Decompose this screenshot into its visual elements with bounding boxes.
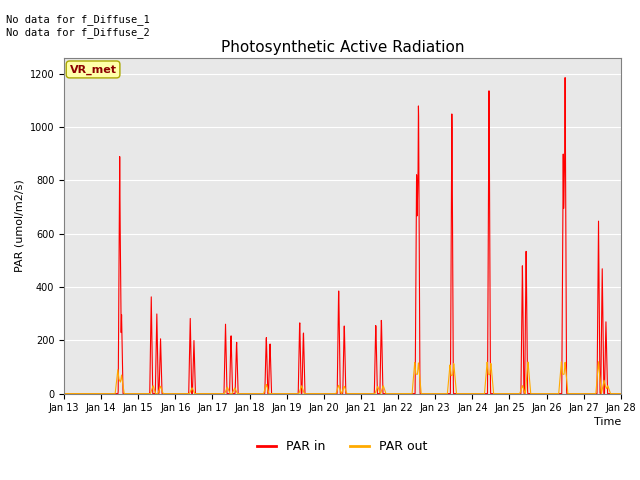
X-axis label: Time: Time bbox=[593, 417, 621, 427]
Text: No data for f_Diffuse_1
No data for f_Diffuse_2: No data for f_Diffuse_1 No data for f_Di… bbox=[6, 14, 150, 38]
Title: Photosynthetic Active Radiation: Photosynthetic Active Radiation bbox=[221, 40, 464, 55]
Text: VR_met: VR_met bbox=[70, 64, 116, 74]
Legend: PAR in, PAR out: PAR in, PAR out bbox=[252, 435, 433, 458]
Y-axis label: PAR (umol/m2/s): PAR (umol/m2/s) bbox=[14, 179, 24, 272]
